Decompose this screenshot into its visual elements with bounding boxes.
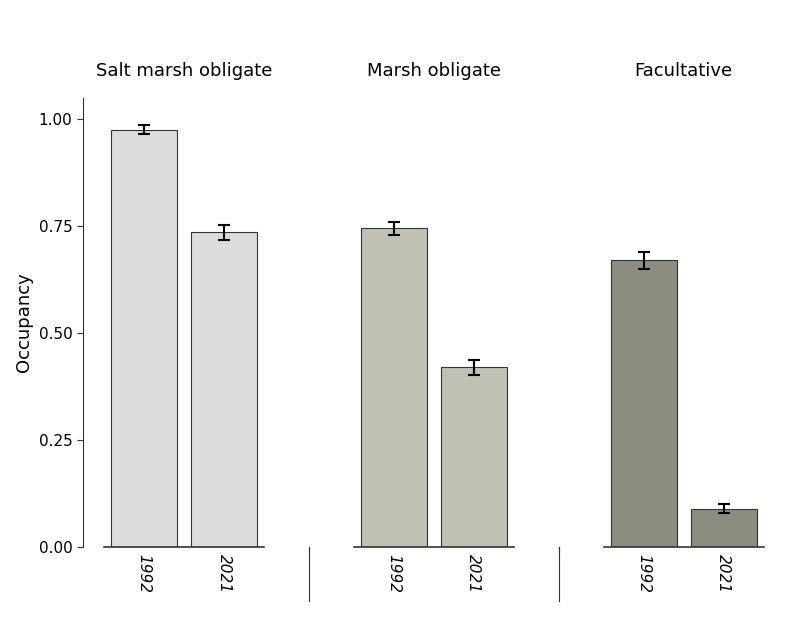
Text: Salt marsh obligate: Salt marsh obligate (96, 61, 272, 79)
Bar (111, 130, 177, 547)
Bar (610, 260, 677, 547)
Text: Facultative: Facultative (634, 61, 733, 79)
Bar (361, 228, 426, 547)
Bar (191, 232, 257, 547)
Text: Marsh obligate: Marsh obligate (367, 61, 501, 79)
Bar (690, 509, 757, 547)
Bar (441, 367, 507, 547)
Y-axis label: Occupancy: Occupancy (15, 273, 33, 372)
